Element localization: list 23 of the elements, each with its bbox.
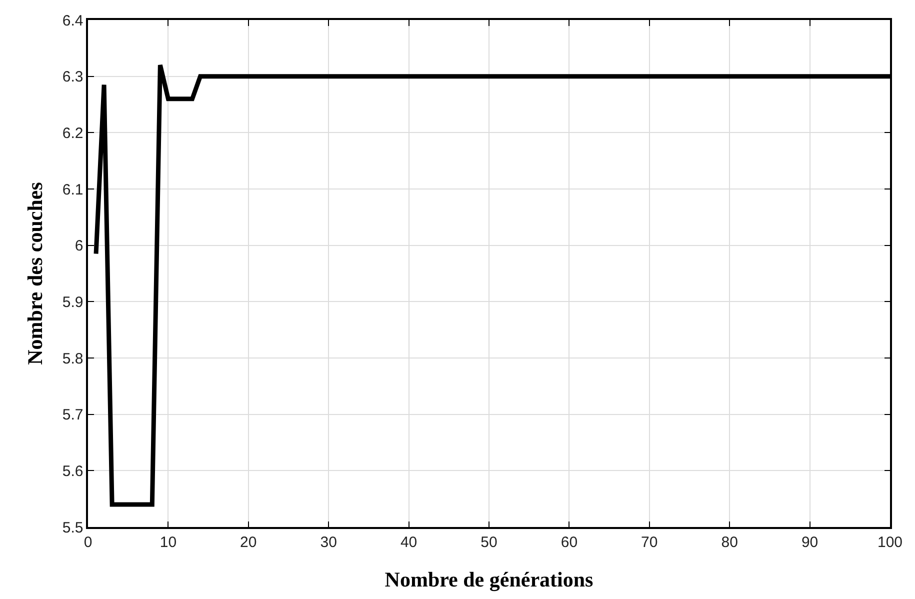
y-tick-label: 5.9 (62, 294, 84, 311)
x-tick-label: 80 (721, 534, 738, 551)
y-tick-label: 6.3 (62, 68, 84, 86)
y-tick-label: 6.1 (62, 181, 84, 198)
y-tick-label: 5.8 (62, 350, 84, 368)
y-tick-label: 5.5 (62, 519, 84, 536)
x-tick-label: 100 (877, 534, 903, 551)
x-tick-label: 10 (160, 534, 177, 551)
y-tick-label: 5.7 (62, 406, 84, 424)
x-axis-title: Nombre de générations (384, 567, 594, 592)
x-tick-label: 40 (400, 534, 418, 551)
x-tick-label: 0 (84, 534, 92, 551)
x-tick-label: 30 (320, 534, 337, 551)
x-tick-label: 70 (641, 534, 658, 551)
x-tick-label: 50 (480, 534, 498, 551)
x-tick-label: 90 (801, 534, 818, 551)
x-tick-label: 20 (240, 534, 257, 551)
y-axis-title: Nombre des couches (23, 182, 48, 365)
y-tick-label: 6 (74, 238, 84, 255)
y-tick-label: 5.6 (62, 462, 84, 480)
y-tick-label: 6.4 (62, 12, 84, 30)
x-tick-label: 60 (560, 534, 578, 551)
y-tick-label: 6.2 (62, 124, 84, 142)
